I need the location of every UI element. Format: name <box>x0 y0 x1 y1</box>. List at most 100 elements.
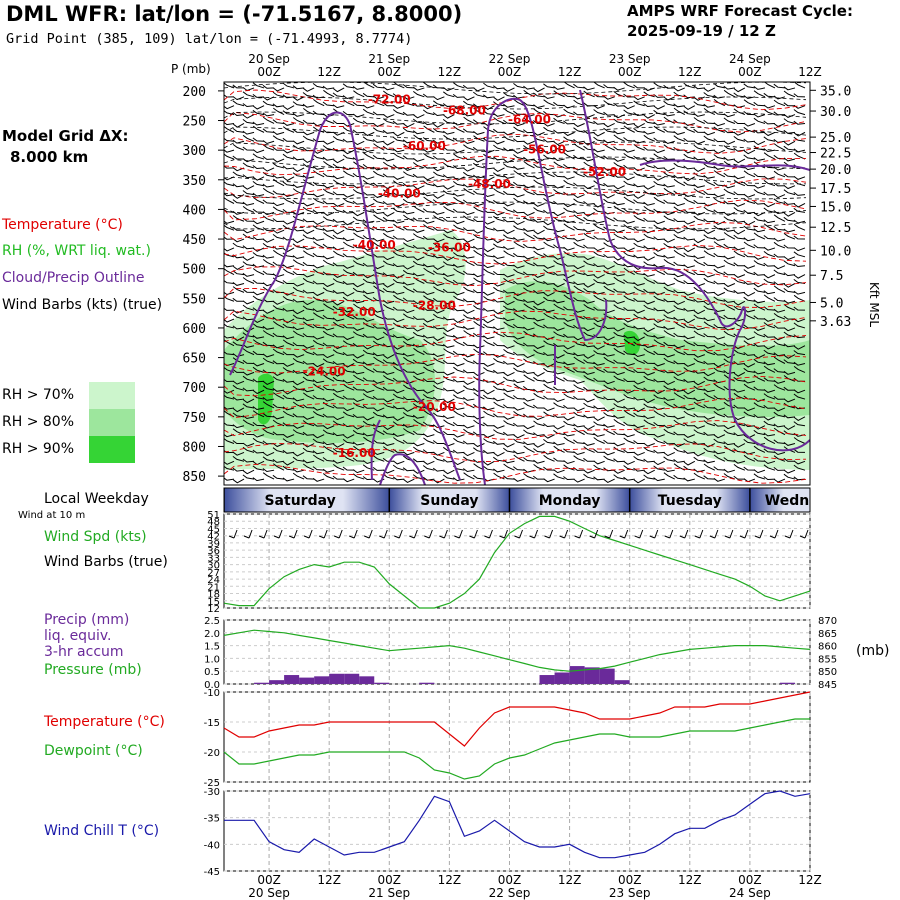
wind-barb <box>483 362 495 367</box>
wind-barb <box>753 303 766 311</box>
wind-barb <box>683 105 696 110</box>
wind-barb <box>493 451 505 457</box>
wind-barb <box>342 411 355 418</box>
wind-barb <box>673 131 685 135</box>
precip-bar <box>584 667 600 684</box>
wind-barb <box>623 176 635 181</box>
wind-barb <box>323 425 335 430</box>
wind-barb <box>733 207 746 213</box>
wind-barb <box>473 87 485 92</box>
wind-barb <box>653 149 665 154</box>
wind-barb <box>392 109 405 116</box>
y-tick-label: 51 <box>207 510 220 521</box>
wind-barb <box>322 457 335 462</box>
precip-bar <box>314 676 330 684</box>
contour-line <box>224 82 807 95</box>
wind-barb <box>603 111 615 116</box>
wind-barb <box>373 241 385 249</box>
wind-barb <box>653 394 665 400</box>
wind-barb <box>563 306 575 311</box>
wind-barb <box>224 153 235 160</box>
wind-barb <box>703 305 715 311</box>
wind-barb <box>663 472 675 480</box>
wind-barb <box>623 421 635 427</box>
wind-barb <box>412 458 425 463</box>
wind-barb <box>533 104 545 109</box>
wind-barb <box>733 202 746 207</box>
surface-wind-barb <box>754 529 764 539</box>
wind-barb <box>543 122 555 127</box>
wind-barb <box>333 416 345 421</box>
temperature-contour-label: -48.00 <box>468 177 511 191</box>
wind-barb <box>753 469 766 474</box>
wind-barb <box>613 371 625 376</box>
wind-barb <box>743 154 755 160</box>
wind-barb <box>393 131 405 137</box>
wind-barb <box>423 247 435 252</box>
wind-barb <box>633 286 645 293</box>
wind-barb <box>653 410 665 418</box>
wind-barb <box>723 326 736 331</box>
wind-barb <box>523 342 535 347</box>
wind-barb <box>252 410 265 418</box>
wind-barb <box>743 423 755 428</box>
grid-dx-value: 8.000 km <box>10 148 89 166</box>
wind-barb <box>533 218 545 223</box>
wind-barb <box>432 112 445 117</box>
wind-barb <box>312 351 325 356</box>
wind-barb <box>463 401 475 409</box>
wind-barb <box>392 148 405 153</box>
wind-barb <box>693 144 705 151</box>
wind-barb <box>262 341 275 347</box>
wind-barb <box>753 370 766 375</box>
wind-barb <box>533 388 545 393</box>
wind-barb <box>603 439 615 445</box>
wind-barb <box>703 344 716 349</box>
wind-barb <box>323 89 335 98</box>
wind-barb <box>793 290 806 295</box>
wind-barb <box>773 411 786 418</box>
wind-barb <box>773 241 786 249</box>
wind-barb <box>272 344 285 349</box>
wind-barb <box>382 102 395 107</box>
wind-barb <box>753 200 765 205</box>
wind-barb <box>733 300 746 306</box>
wind-barb <box>543 225 555 231</box>
wind-barb <box>523 401 535 409</box>
wind-barb <box>723 156 735 161</box>
wind-barb <box>583 283 595 288</box>
wind-barb <box>413 91 425 98</box>
surface-wind-barb <box>288 529 298 539</box>
wind-barb <box>633 309 645 314</box>
wind-barb <box>362 92 375 98</box>
wind-barb <box>573 285 585 293</box>
wind-barb <box>783 442 796 446</box>
wind-barb <box>733 416 746 421</box>
wind-barb <box>442 359 455 365</box>
wind-barb <box>383 354 395 359</box>
legend-rh: RH (%, WRT liq. wat.) <box>2 243 151 259</box>
wind-barb <box>583 161 595 169</box>
wind-barb <box>303 300 315 306</box>
wind-barb <box>673 474 685 480</box>
wind-barb <box>342 253 355 258</box>
wind-barb <box>393 345 405 350</box>
date-label-bottom: 22 Sep <box>489 886 531 900</box>
temperature-contour <box>224 287 807 309</box>
wind-barb <box>703 250 716 258</box>
wind-barb <box>323 283 335 288</box>
wind-barb <box>773 340 786 347</box>
wind-barb <box>733 104 746 109</box>
wind-barb <box>412 288 425 293</box>
wind-barb <box>603 380 615 385</box>
wind-barb <box>483 224 495 231</box>
wind-barb <box>573 139 585 143</box>
wind-barb <box>322 145 335 151</box>
wind-barb <box>623 263 635 268</box>
wind-barb <box>282 394 295 400</box>
wind-barb <box>402 412 415 418</box>
wind-barb <box>224 203 225 205</box>
wind-barb <box>303 463 315 471</box>
wind-barb <box>362 108 375 116</box>
wind-barb <box>442 261 455 267</box>
